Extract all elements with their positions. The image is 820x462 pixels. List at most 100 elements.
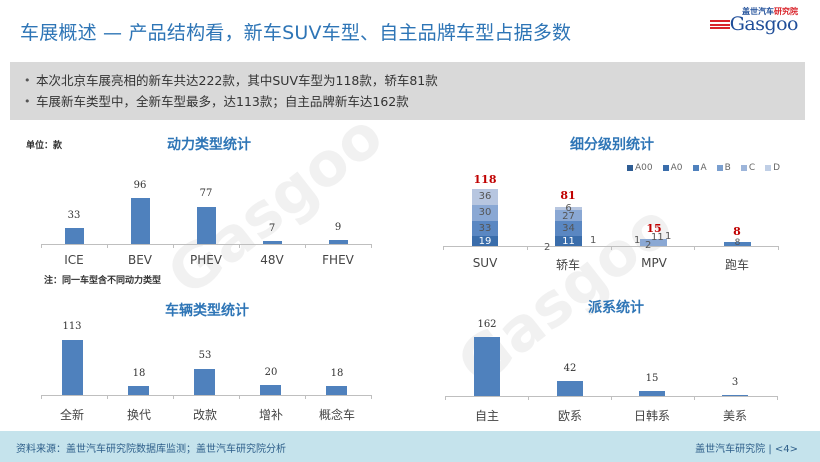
- value-label: 53: [198, 350, 212, 361]
- page-number: 盖世汽车研究院 | <4>: [695, 444, 798, 455]
- stack-seg: [640, 239, 667, 246]
- bar-jp-kr: [639, 391, 665, 396]
- x-axis: [41, 244, 371, 245]
- axis-tick: [41, 395, 42, 399]
- bar-addition: [260, 385, 281, 395]
- logo-cn-text: 盖世汽车研究院: [742, 7, 798, 16]
- stack-seg: [555, 207, 582, 210]
- stack-seg: [555, 210, 582, 221]
- seg-label: 34: [562, 223, 575, 234]
- stack-seg: [472, 189, 498, 205]
- axis-tick: [305, 395, 306, 399]
- legend-item: C: [740, 163, 755, 173]
- bar-concept: [326, 386, 347, 395]
- value-label: 20: [264, 367, 278, 378]
- chart-title: 车辆类型统计: [165, 303, 249, 319]
- bar-replace: [128, 386, 149, 395]
- category-label: 改款: [192, 408, 217, 422]
- axis-tick: [107, 244, 108, 248]
- stack-seg: [472, 205, 498, 221]
- page-title: 车展概述 — 产品结构看，新车SUV车型、自主品牌车型占据多数: [20, 22, 572, 44]
- bar-new: [62, 340, 83, 395]
- source-note: 资料来源：盖世汽车研究院数据库监测；盖世汽车研究院分析: [16, 444, 286, 455]
- value-label: 42: [563, 363, 577, 374]
- logo-stripes-icon: [710, 20, 730, 32]
- category-label: PHEV: [189, 253, 223, 267]
- axis-tick: [445, 396, 446, 400]
- value-label: 18: [330, 368, 344, 379]
- seg-label: 27: [562, 211, 575, 222]
- bar-ice: [65, 228, 84, 244]
- summary-box: 本次北京车展亮相的新车共达222款，其中SUV车型为118款，轿车81款 车展新…: [10, 62, 805, 120]
- total-label: 8: [733, 225, 741, 238]
- value-label: 162: [477, 319, 497, 330]
- chart-title: 动力类型统计: [167, 137, 251, 153]
- legend-swatch-icon: [692, 165, 699, 171]
- total-label: 81: [560, 189, 576, 202]
- legend-swatch-icon: [627, 165, 633, 171]
- chart-title: 派系统计: [588, 300, 644, 316]
- axis-tick: [777, 396, 778, 400]
- category-label: FHEV: [322, 253, 354, 267]
- bar-american: [722, 395, 748, 396]
- category-label: 跑车: [724, 258, 749, 272]
- axis-tick: [239, 395, 240, 399]
- axis-tick: [778, 246, 779, 250]
- footer: 资料来源：盖世汽车研究院数据库监测；盖世汽车研究院分析 盖世汽车研究院 | <4…: [0, 431, 820, 462]
- seg-label: 1: [665, 231, 672, 242]
- stack-seg: [472, 236, 498, 246]
- bar-phev: [197, 207, 216, 244]
- value-label: 18: [132, 368, 146, 379]
- legend-item: B: [716, 163, 731, 173]
- unit-label: 单位：款: [26, 141, 63, 151]
- seg-label: 2: [544, 242, 551, 253]
- legend-swatch-icon: [716, 165, 723, 171]
- stack-seg: [555, 221, 582, 236]
- summary-bullet: 本次北京车展亮相的新车共达222款，其中SUV车型为118款，轿车81款: [24, 70, 805, 91]
- category-label: 概念车: [318, 408, 355, 422]
- category-label: 增补: [258, 408, 283, 422]
- value-label: 7: [268, 223, 276, 234]
- axis-tick: [371, 244, 372, 248]
- total-label: 15: [646, 222, 662, 235]
- watermark: Gasgoo: [155, 100, 396, 310]
- category-label: 欧系: [557, 409, 582, 423]
- stack-seg: [472, 221, 498, 236]
- value-label: 9: [334, 222, 342, 233]
- legend-item: A: [692, 163, 707, 173]
- bar-domestic: [474, 337, 500, 396]
- seg-label: 11: [651, 232, 664, 243]
- axis-tick: [611, 246, 612, 250]
- axis-tick: [694, 246, 695, 250]
- category-label: 换代: [126, 408, 151, 422]
- category-label: 美系: [722, 409, 747, 423]
- axis-tick: [527, 246, 528, 250]
- bar-48v: [263, 241, 282, 244]
- axis-tick: [107, 395, 108, 399]
- total-label: 118: [473, 173, 497, 186]
- category-label: SUV: [472, 256, 498, 270]
- bar-european: [557, 381, 583, 396]
- category-label: ICE: [64, 253, 84, 267]
- legend-swatch-icon: [765, 165, 772, 171]
- chart-legend: A00 A0 A B C D: [627, 163, 780, 173]
- stack-seg: [555, 236, 582, 246]
- seg-label: 19: [478, 236, 492, 247]
- x-axis: [41, 395, 371, 396]
- axis-tick: [694, 396, 695, 400]
- category-label: 轿车: [555, 258, 580, 272]
- category-label: 日韩系: [633, 409, 670, 423]
- category-label: 自主: [474, 409, 499, 423]
- seg-label: 30: [478, 207, 492, 218]
- axis-tick: [528, 396, 529, 400]
- axis-tick: [611, 396, 612, 400]
- seg-label: 6: [565, 203, 572, 214]
- legend-swatch-icon: [740, 165, 747, 171]
- legend-item: A00: [627, 163, 653, 173]
- summary-bullet: 车展新车类型中，全新车型最多，达113款；自主品牌新车达162款: [24, 91, 805, 112]
- bar-fhev: [329, 240, 348, 244]
- seg-label: 1: [634, 235, 641, 246]
- axis-tick: [41, 244, 42, 248]
- value-label: 15: [645, 373, 659, 384]
- seg-label: 8: [734, 238, 741, 248]
